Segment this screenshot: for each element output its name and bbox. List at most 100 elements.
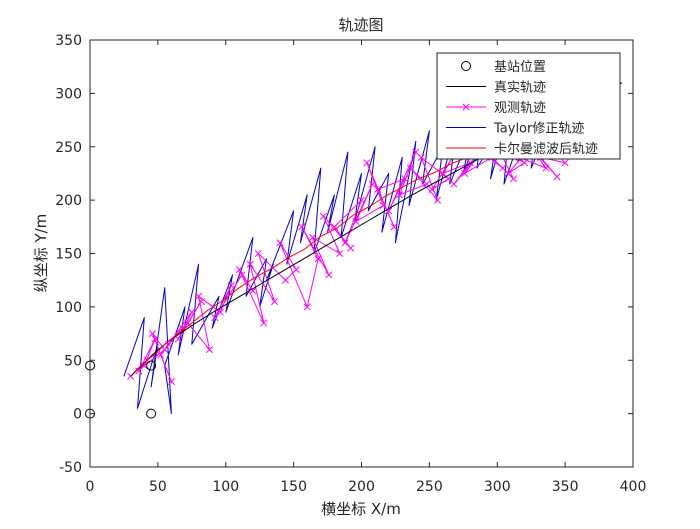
observed-point	[157, 351, 165, 359]
observed-point	[135, 367, 143, 375]
observed-point	[195, 292, 203, 300]
observed-point	[395, 191, 404, 199]
observed-point	[235, 265, 243, 274]
observed-point	[450, 180, 458, 188]
legend-entry-taylor: Taylor修正轨迹	[446, 122, 584, 137]
observed-point	[379, 201, 387, 210]
legend-entry-true: 真实轨迹	[446, 81, 546, 96]
x-tick-label: 150	[280, 479, 307, 495]
observed-point	[363, 159, 371, 167]
observed-point	[336, 249, 344, 258]
x-tick-label: 100	[212, 479, 239, 495]
x-tick-label: 200	[348, 479, 375, 495]
chart-title: 轨迹图	[338, 16, 383, 34]
legend-swatch	[461, 61, 471, 71]
x-tick-label: 400	[620, 479, 647, 495]
observed-point	[385, 207, 393, 215]
observed-point	[504, 169, 512, 177]
y-tick-label: 350	[55, 33, 82, 49]
station-point	[146, 360, 157, 371]
legend-label: 真实轨迹	[494, 81, 546, 96]
observed-point	[309, 233, 317, 242]
observed-point	[260, 319, 268, 327]
observed-point	[461, 169, 469, 177]
observed-point	[246, 260, 254, 268]
observed-point	[167, 378, 176, 386]
observed-point	[303, 303, 311, 311]
observed-point	[197, 297, 205, 306]
observed-point	[368, 180, 376, 188]
observed-point	[341, 239, 349, 247]
observed-point	[439, 169, 447, 177]
observed-point	[254, 249, 262, 258]
observed-point	[325, 271, 333, 279]
observed-point	[417, 153, 425, 161]
observed-point	[211, 313, 219, 322]
observed-point	[205, 346, 214, 354]
legend-entry-stations: 基站位置	[461, 60, 546, 75]
x-tick-label: 250	[416, 479, 443, 495]
observed-point	[347, 244, 355, 252]
observed-point	[148, 330, 156, 338]
observed-point	[553, 173, 561, 181]
y-tick-label: 300	[55, 86, 82, 102]
legend-label: Taylor修正轨迹	[493, 122, 584, 137]
observed-point	[298, 223, 306, 231]
observed-point	[140, 362, 148, 370]
station-point	[146, 408, 157, 419]
x-tick-label: 350	[552, 479, 579, 495]
observed-point	[561, 159, 569, 167]
observed-point	[352, 217, 360, 226]
observed-point	[249, 287, 257, 295]
y-tick-label: 100	[55, 300, 82, 316]
legend-entry-kalman: 卡尔曼滤波后轨迹	[446, 142, 598, 157]
observed-point	[238, 271, 246, 279]
observed-point	[406, 164, 414, 172]
legend-marker	[462, 103, 470, 111]
ticks-layer: 0 50 100 150 200 250 300 350 400-500501001502002…	[55, 33, 646, 495]
observed-point	[276, 239, 284, 247]
observed-point	[174, 335, 182, 343]
observed-point	[412, 148, 420, 156]
legend-label: 观测轨迹	[494, 101, 546, 116]
legend-label: 基站位置	[494, 60, 546, 75]
legend-label: 卡尔曼滤波后轨迹	[494, 142, 598, 157]
observed-point	[357, 196, 366, 204]
observed-point	[330, 223, 338, 231]
x-tick-label: 50	[149, 479, 167, 495]
observed-point	[428, 185, 436, 194]
observed-point	[227, 281, 235, 290]
y-axis-title: 纵坐标 Y/m	[32, 214, 50, 293]
observed-point	[319, 212, 328, 220]
x-tick-label: 300	[484, 479, 511, 495]
observed-point	[401, 175, 409, 183]
observed-point	[281, 276, 290, 284]
x-axis-title: 横坐标 X/m	[321, 500, 401, 518]
y-tick-label: -50	[59, 460, 82, 476]
observed-point	[216, 308, 224, 316]
y-tick-label: 200	[55, 193, 82, 209]
x-tick-label: 0	[86, 479, 95, 495]
observed-point	[542, 164, 550, 172]
observed-point	[509, 175, 518, 183]
observed-point	[499, 164, 507, 172]
y-tick-label: 150	[55, 247, 82, 263]
observed-point	[188, 308, 196, 316]
observed-point	[390, 223, 398, 231]
y-tick-label: 250	[55, 140, 82, 156]
observed-point	[314, 255, 322, 263]
observed-point	[520, 159, 528, 167]
observed-point	[433, 196, 442, 204]
observed-point	[271, 297, 279, 306]
observed-point	[151, 335, 159, 343]
observed-point	[292, 265, 300, 274]
observed-point	[161, 346, 169, 354]
y-tick-label: 50	[64, 353, 82, 369]
observed-point	[374, 185, 382, 194]
y-tick-label: 0	[73, 407, 82, 423]
legend-entry-observed: 观测轨迹	[446, 101, 546, 116]
